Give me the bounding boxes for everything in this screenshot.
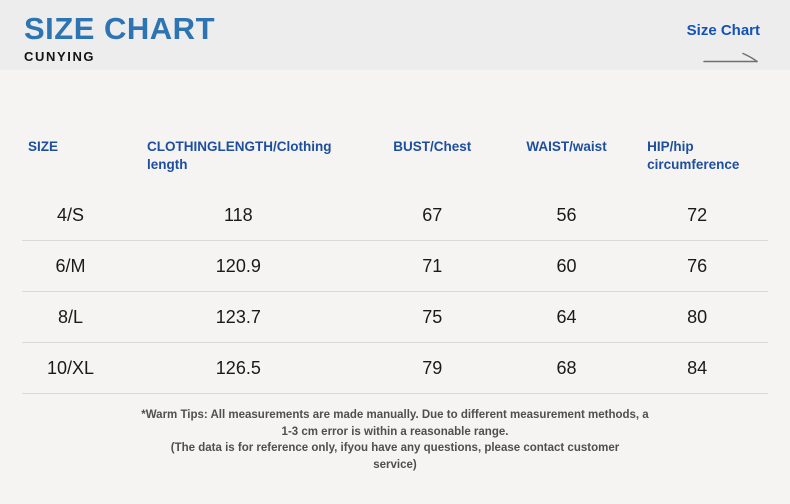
cell-hip: 72 [687,204,708,225]
size-table: SIZE CLOTHINGLENGTH/Clothing length BUST… [22,138,768,394]
column-header-clothing-length: CLOTHINGLENGTH/Clothing length [146,139,332,173]
cell-size: 8/L [57,306,83,327]
table-row: 10/XL 126.5 79 68 84 [22,343,768,394]
cell-bust: 71 [422,255,443,276]
size-chart-page: SIZE CHART CUNYING Size Chart SIZE CLOTH… [0,0,790,474]
table-row: 8/L 123.7 75 64 80 [22,292,768,343]
cell-clothing-length: 118 [223,204,253,225]
cell-hip: 76 [687,255,708,276]
cell-waist: 56 [556,204,577,225]
footer-notes: *Warm Tips: All measurements are made ma… [0,407,790,474]
cell-size: 4/S [56,204,84,225]
header-band: SIZE CHART CUNYING Size Chart [0,0,790,70]
cell-bust: 79 [422,357,443,378]
cell-hip: 80 [687,306,708,327]
cell-waist: 64 [556,306,577,327]
column-header-waist: WAIST/waist [526,139,607,154]
size-chart-link-block: Size Chart [687,13,760,70]
title-block: SIZE CHART CUNYING [24,11,215,64]
cell-waist: 60 [556,255,577,276]
cell-clothing-length: 123.7 [215,306,261,327]
cell-clothing-length: 126.5 [215,357,261,378]
page-title: SIZE CHART [24,11,215,46]
column-header-bust: BUST/Chest [393,139,472,154]
arrow-right-icon [687,49,760,70]
reference-note-text: (The data is for reference only, ifyou h… [170,442,620,472]
cell-waist: 68 [556,357,577,378]
size-chart-link[interactable]: Size Chart [686,22,760,39]
cell-hip: 84 [687,357,708,378]
table-header-row: SIZE CLOTHINGLENGTH/Clothing length BUST… [22,138,768,190]
warm-tips-text: *Warm Tips: All measurements are made ma… [141,409,649,438]
cell-bust: 75 [422,306,443,327]
cell-clothing-length: 120.9 [215,255,261,276]
cell-bust: 67 [422,204,443,225]
column-header-size: SIZE [28,139,59,154]
table-row: 4/S 118 67 56 72 [22,190,768,241]
table-row: 6/M 120.9 71 60 76 [22,241,768,292]
cell-size: 6/M [55,255,86,276]
cell-size: 10/XL [46,357,94,378]
brand-name: CUNYING [24,48,96,64]
column-header-hip: HIP/hip circumference [647,139,740,173]
